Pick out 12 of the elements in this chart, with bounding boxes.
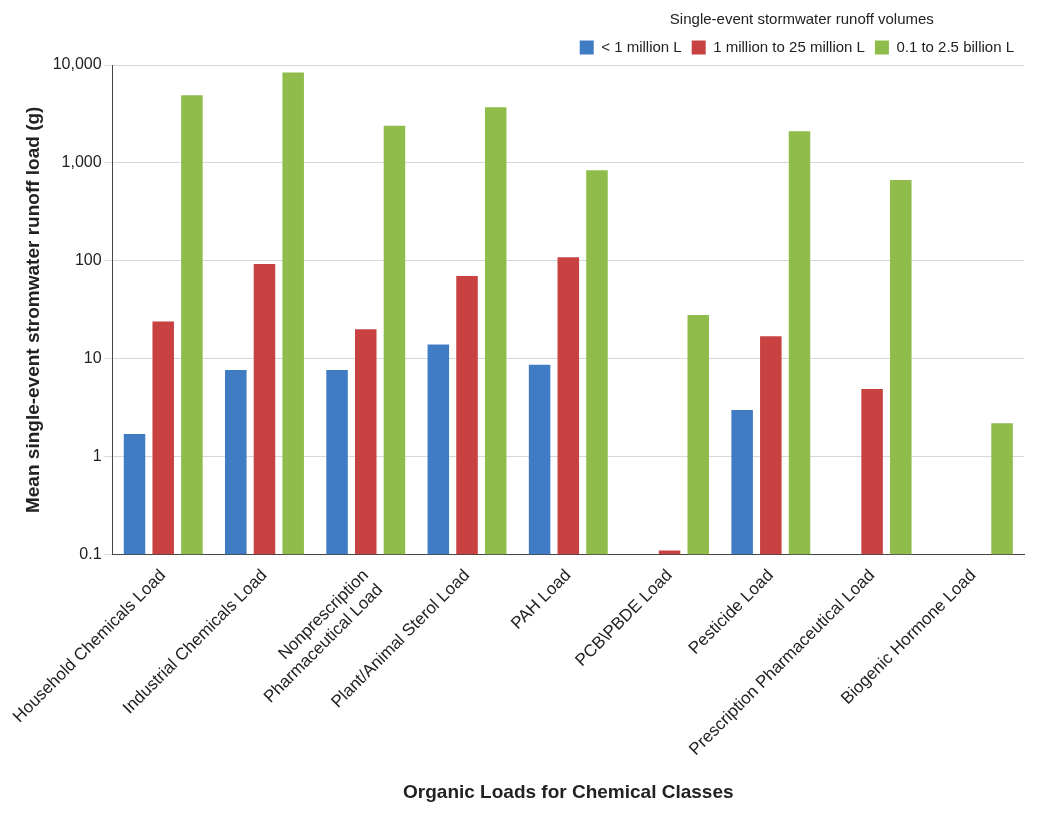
y-tick-label: 100 — [74, 251, 102, 269]
y-tick-label: 1,000 — [61, 153, 102, 171]
y-tick-label: 10 — [83, 349, 102, 367]
x-axis-title: Organic Loads for Chemical Classes — [403, 780, 734, 802]
legend-label: < 1 million L — [601, 37, 682, 55]
y-tick-label: 0.1 — [79, 545, 102, 563]
legend-label: 1 million to 25 million L — [713, 37, 865, 55]
y-axis-title: Mean single-event stromwater runoff load (g) — [22, 106, 44, 514]
y-tick-label: 10,000 — [52, 55, 102, 73]
legend-title: Single-event stormwater runoff volumes — [669, 9, 934, 27]
legend-label: 0.1 to 2.5 billion L — [896, 37, 1015, 55]
y-tick-label: 1 — [92, 447, 102, 465]
